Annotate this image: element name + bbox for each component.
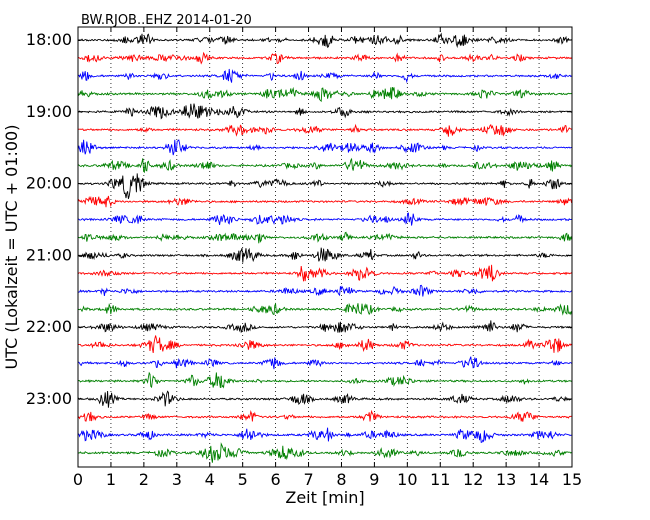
plot-background — [78, 27, 572, 467]
seismic-trace — [77, 284, 572, 297]
y-tick-label: 21:00 — [26, 245, 72, 264]
chart-title: BW.RJOB..EHZ 2014-01-20 — [81, 13, 252, 28]
x-axis-label: Zeit [min] — [285, 488, 364, 507]
plot-frame — [77, 26, 573, 468]
x-axis-ticks: 0 1 2 3 4 5 6 7 8 9 10 11 12 13 14 15 — [73, 27, 582, 489]
y-axis-label: UTC (Lokalzeit = UTC + 01:00) — [2, 125, 21, 370]
y-tick-label: 20:00 — [26, 174, 72, 193]
seismic-trace — [77, 427, 572, 443]
seismic-trace — [77, 157, 572, 174]
y-tick-label: 18:00 — [26, 30, 72, 49]
x-tick-label: 5 — [238, 470, 248, 489]
seismic-trace — [77, 195, 573, 208]
x-tick-label: 3 — [172, 470, 182, 489]
x-tick-label: 7 — [303, 470, 313, 489]
seismic-trace — [77, 123, 572, 137]
x-tick-label: 8 — [336, 470, 346, 489]
seismic-trace — [77, 371, 572, 389]
x-tick-label: 0 — [73, 470, 83, 489]
x-tick-label: 13 — [496, 470, 516, 489]
x-tick-label: 12 — [463, 470, 483, 489]
y-tick-label: 23:00 — [26, 389, 72, 408]
x-grid — [110, 27, 540, 467]
seismic-trace — [77, 356, 572, 370]
seismic-trace — [77, 320, 572, 334]
x-tick-label: 2 — [139, 470, 149, 489]
x-tick-label: 10 — [397, 470, 417, 489]
x-tick-label: 4 — [205, 470, 215, 489]
seismic-trace — [77, 231, 573, 244]
seismic-traces — [77, 32, 573, 463]
y-axis-ticks: 18:00 19:00 20:00 21:00 22:00 23:00 — [26, 30, 572, 408]
x-tick-label: 14 — [529, 470, 549, 489]
seismic-trace — [77, 86, 572, 103]
seismic-trace — [77, 103, 572, 120]
x-tick-label: 11 — [430, 470, 450, 489]
seismic-trace — [77, 173, 572, 199]
seismic-trace — [77, 302, 573, 316]
x-tick-label: 15 — [562, 470, 582, 489]
seismic-trace — [77, 264, 572, 282]
y-tick-label: 22:00 — [26, 317, 72, 336]
seismic-trace — [77, 409, 572, 422]
x-tick-label: 9 — [369, 470, 379, 489]
x-tick-label: 1 — [106, 470, 116, 489]
seismic-trace — [77, 212, 572, 226]
y-tick-label: 19:00 — [26, 102, 72, 121]
seismic-trace — [77, 442, 572, 463]
seismic-trace — [77, 51, 572, 65]
seismic-trace — [77, 390, 572, 408]
seismic-trace — [77, 139, 572, 156]
seismic-trace — [77, 68, 572, 84]
x-tick-label: 6 — [271, 470, 281, 489]
seismic-trace — [77, 335, 572, 354]
seismic-trace — [77, 32, 572, 49]
seismic-trace — [77, 247, 572, 263]
